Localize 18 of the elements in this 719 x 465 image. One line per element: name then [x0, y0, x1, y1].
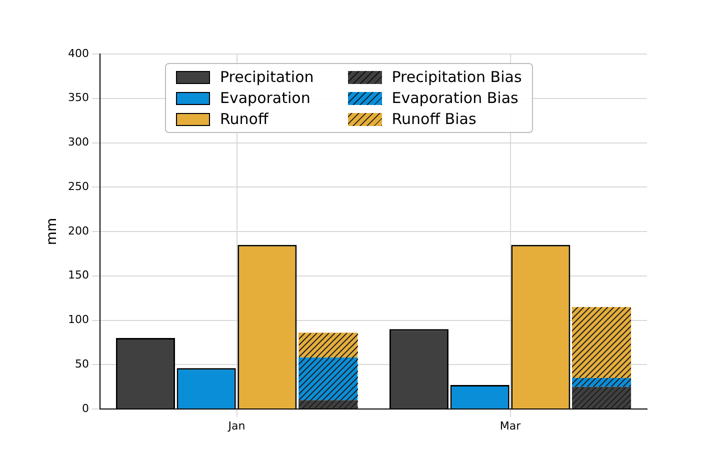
- y-tick-label: 50: [75, 357, 89, 370]
- y-tick-label: 400: [68, 46, 89, 60]
- legend-label: Precipitation Bias: [392, 68, 522, 86]
- legend-label: Evaporation Bias: [392, 89, 518, 107]
- legend-label: Precipitation: [220, 68, 314, 86]
- y-tick-label: 100: [68, 313, 89, 326]
- legend-label: Evaporation: [220, 89, 310, 107]
- y-tick-label: 0: [82, 402, 89, 415]
- y-tick-label: 300: [68, 136, 89, 149]
- y-tick-label: 200: [68, 224, 89, 238]
- y-tick-label: 350: [68, 91, 89, 104]
- y-tick-label: 150: [68, 268, 89, 282]
- x-tick-label: Mar: [500, 419, 522, 432]
- legend-label: Runoff Bias: [392, 110, 476, 128]
- y-axis-title: mm: [44, 218, 60, 246]
- x-tick-label: Jan: [227, 419, 246, 432]
- legend-label: Runoff: [220, 110, 268, 128]
- y-tick-label: 250: [68, 180, 89, 193]
